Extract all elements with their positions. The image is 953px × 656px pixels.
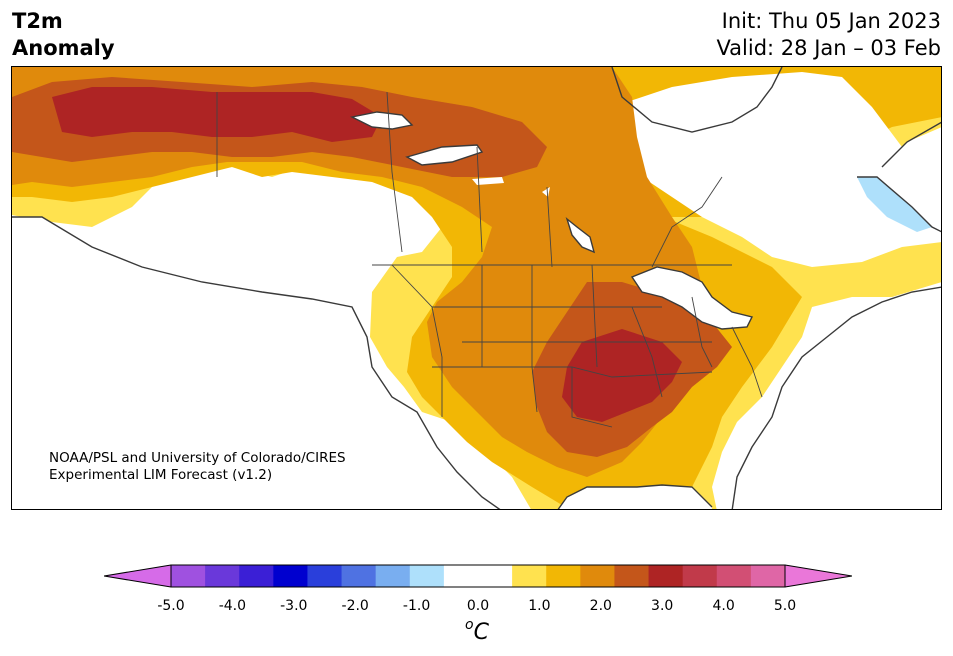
colorbar-tick-label: -5.0 <box>157 598 185 614</box>
colorbar-tick-label: -3.0 <box>280 598 308 614</box>
colorbar-cell <box>239 565 274 587</box>
title-line-2: Anomaly <box>12 36 115 60</box>
lake-athabasca <box>472 177 504 185</box>
colorbar-cell <box>682 565 718 587</box>
map-title: T2m Anomaly <box>12 8 115 62</box>
colorbar-tick-label: 3.0 <box>651 598 674 614</box>
forecast-dates: Init: Thu 05 Jan 2023 Valid: 28 Jan – 03… <box>716 8 941 62</box>
anomaly-region-5-south <box>562 329 682 422</box>
credit-line-2: Experimental LIM Forecast (v1.2) <box>49 467 273 483</box>
colorbar-cell <box>648 565 684 587</box>
colorbar-ext-outline <box>104 564 852 588</box>
neutral-region-ne <box>612 72 941 267</box>
colorbar-cell <box>478 565 513 587</box>
colorbar-cell <box>580 565 615 587</box>
colorbar-tick-label: 4.0 <box>712 598 735 614</box>
pacific-ocean <box>12 217 500 509</box>
colorbar-tick-label: 2.0 <box>589 598 612 614</box>
political-borders <box>216 91 763 428</box>
colorbar-cell <box>750 565 786 587</box>
lake-winnipeg <box>567 219 594 252</box>
colorbar-cell <box>614 565 650 587</box>
valid-range: Valid: 28 Jan – 03 Feb <box>716 36 941 60</box>
colorbar-tick-label: 0.0 <box>466 598 490 614</box>
colorbar-cell <box>341 565 377 587</box>
colorbar-tick-label: -2.0 <box>341 598 369 614</box>
colorbar-cell <box>171 565 206 587</box>
colorbar-outline <box>170 564 786 588</box>
anomaly-map <box>11 66 942 510</box>
lake-winnipegosis <box>542 187 550 197</box>
colorbar-cell <box>546 565 581 587</box>
colorbar-unit: oC <box>465 617 489 645</box>
colorbar-tick-label: 1.0 <box>528 598 551 614</box>
colorbar-high-extension <box>785 565 852 587</box>
credit-text: NOAA/PSL and University of Colorado/CIRE… <box>49 450 346 484</box>
atlantic-ocean <box>732 287 941 509</box>
colorbar-tick-label: -1.0 <box>402 598 431 614</box>
colorbar-cell <box>307 565 343 587</box>
gulf-of-mexico <box>558 485 712 509</box>
colorbar-cell <box>273 565 308 587</box>
title-line-1: T2m <box>12 9 63 33</box>
colorbar-cell <box>443 565 479 587</box>
anomaly-region-neg <box>857 177 932 232</box>
great-slave-lake <box>407 145 482 165</box>
init-date: Init: Thu 05 Jan 2023 <box>721 9 941 33</box>
colorbar-cell <box>716 565 752 587</box>
colorbar-cell <box>375 565 411 587</box>
colorbar-cell <box>409 565 445 587</box>
colorbar-tick-label: 5.0 <box>773 598 797 614</box>
colorbar-low-extension <box>104 565 171 587</box>
colorbar <box>104 564 852 588</box>
colorbar-cell <box>205 565 240 587</box>
colorbar-tick-label: -4.0 <box>218 598 247 614</box>
coastlines <box>12 67 941 509</box>
credit-line-1: NOAA/PSL and University of Colorado/CIRE… <box>49 450 346 466</box>
colorbar-cell <box>512 565 547 587</box>
great-bear-lake <box>352 112 412 129</box>
map-canvas <box>12 67 941 509</box>
